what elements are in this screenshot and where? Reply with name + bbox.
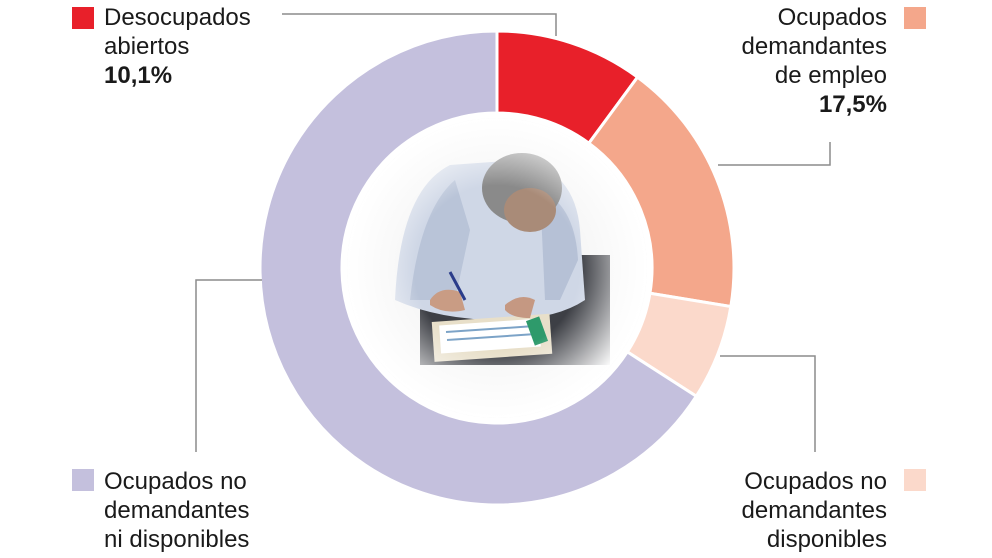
- donut-slices: [258, 29, 736, 507]
- slice-0-percent: 10,1%: [104, 62, 173, 89]
- center-photo: [347, 118, 647, 418]
- slice-1-line-1: demandantes: [741, 33, 887, 60]
- connector-ocupados-no-demandantes-disponibles: [720, 355, 816, 452]
- swatch-ocupados-no-demandantes-ni-disponibles: [72, 469, 94, 491]
- connector-desocupados-abiertos: [282, 13, 557, 36]
- label-ocupados-no-demandantes-ni-disponibles: Ocupados no demandantes ni disponibles: [104, 467, 249, 554]
- connector-lines: [195, 13, 831, 452]
- slice-0-line-0: Desocupados: [104, 4, 251, 31]
- slice-0-line-1: abiertos: [104, 33, 190, 60]
- slice-3-line-0: Ocupados no: [104, 468, 247, 495]
- slice-3-line-1: demandantes: [104, 497, 250, 524]
- donut-slice-ocupados-no-demandantes-ni-disponibles: [258, 29, 699, 507]
- label-desocupados-abiertos: Desocupados abiertos 10,1%: [104, 3, 251, 90]
- slice-1-percent: 17,5%: [818, 91, 887, 118]
- slice-2-line-2: disponibles: [766, 526, 887, 553]
- swatch-ocupados-no-demandantes-disponibles: [904, 469, 926, 491]
- slice-1-line-0: Ocupados: [777, 4, 887, 31]
- connector-ocupados-no-demandantes-ni-disponibles: [195, 279, 262, 452]
- swatch-ocupados-demandantes-empleo: [904, 7, 926, 29]
- slice-3-line-2: ni disponibles: [104, 526, 250, 553]
- slice-2-line-1: demandantes: [741, 497, 887, 524]
- label-ocupados-no-demandantes-disponibles: Ocupados no demandantes disponibles: [742, 467, 887, 554]
- swatch-desocupados-abiertos: [72, 7, 94, 29]
- label-ocupados-demandantes-empleo: Ocupados demandantes de empleo 17,5%: [742, 3, 887, 119]
- connector-ocupados-demandantes-empleo: [718, 142, 831, 166]
- slice-2-line-0: Ocupados no: [744, 468, 887, 495]
- slice-1-line-2: de empleo: [774, 62, 887, 89]
